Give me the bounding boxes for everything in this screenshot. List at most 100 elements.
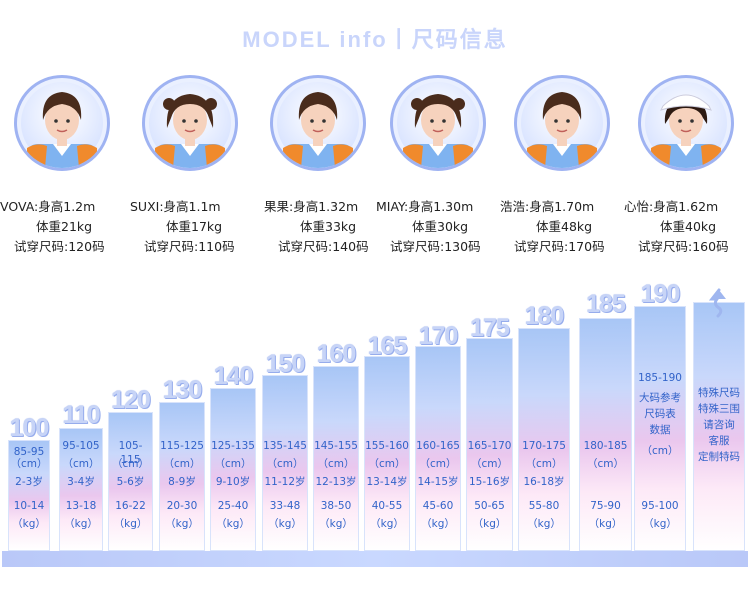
size-column: 95-105 （cm） 3-4岁 13-18 （kg） — [59, 428, 103, 551]
size-height-range: 160-165 — [416, 440, 460, 452]
size-height-unit: （cm） — [163, 458, 201, 470]
size-weight-range: 25-40 — [217, 500, 249, 512]
size-note-line: 请咨询 — [703, 419, 735, 431]
model-size: 试穿尺码:140码 — [278, 239, 369, 254]
size-weight-unit: （kg） — [12, 518, 46, 530]
size-label: 110 — [62, 401, 100, 429]
child-portrait-icon — [651, 94, 721, 168]
model-info: 果果:身高1.32m 体重33kg 试穿尺码:140码 — [264, 197, 389, 257]
size-weight-range: 40-55 — [371, 500, 403, 512]
size-weight-range: 16-22 — [115, 500, 146, 512]
size-height-unit: （cm） — [586, 458, 624, 470]
size-weight-unit: （kg） — [113, 518, 148, 530]
size-weight-range: 55-80 — [528, 500, 560, 512]
size-column: 180-185 （cm） 75-90 （kg） — [579, 318, 632, 551]
size-age: 8-9岁 — [168, 476, 196, 488]
model-weight: 体重30kg — [412, 219, 469, 234]
size-label: 190 — [640, 280, 681, 308]
size-age: 15-16岁 — [468, 476, 510, 488]
size-label: 180 — [524, 302, 565, 330]
model-size: 试穿尺码:170码 — [514, 239, 605, 254]
size-note-line: 特殊三围 — [698, 403, 740, 415]
size-height-unit: （cm） — [10, 458, 48, 470]
model-name-height: 心怡:身高1.62m — [624, 199, 719, 214]
size-weight-unit: （kg） — [472, 518, 507, 530]
page-title: MODEL info丨尺码信息 — [242, 27, 508, 52]
model-avatar — [390, 75, 486, 171]
size-column: 160-165 （cm） 14-15岁 45-60 （kg） — [415, 346, 461, 551]
size-age: 12-13岁 — [315, 476, 357, 488]
child-portrait-icon — [283, 92, 353, 168]
size-weight-range: 38-50 — [320, 500, 352, 512]
child-portrait-icon — [403, 94, 473, 168]
model-avatar — [14, 75, 110, 171]
size-height-unit: （cm） — [525, 458, 563, 470]
size-label: 100 — [9, 414, 50, 442]
size-label: 120 — [111, 386, 151, 414]
size-height-unit: （cm） — [368, 458, 406, 470]
model-weight: 体重48kg — [536, 219, 593, 234]
size-height-unit: （cm） — [317, 458, 355, 470]
up-arrow-icon — [708, 288, 729, 322]
size-age: 3-4岁 — [67, 476, 95, 488]
size-weight-unit: （kg） — [643, 518, 677, 530]
size-label: 175 — [470, 314, 510, 342]
model-list: VOVA:身高1.2m 体重21kg 试穿尺码:120码 SUXI:身高1.1m… — [0, 75, 750, 265]
size-height-range: 125-135 — [211, 440, 255, 452]
size-age: 16-18岁 — [523, 476, 565, 488]
size-age: 11-12岁 — [264, 476, 306, 488]
size-column: 125-135 （cm） 9-10岁 25-40 （kg） — [210, 388, 256, 551]
child-portrait-icon — [527, 92, 597, 168]
size-weight-range: 45-60 — [422, 500, 454, 512]
size-label: 165 — [367, 332, 408, 360]
size-height-unit: （cm） — [641, 445, 679, 457]
size-age: 5-6岁 — [116, 476, 145, 488]
size-weight-unit: （kg） — [64, 518, 98, 530]
size-column: 145-155 （cm） 12-13岁 38-50 （kg） — [313, 366, 359, 551]
model-name-height: 果果:身高1.32m — [264, 199, 359, 214]
size-weight-unit: （kg） — [370, 518, 404, 530]
model-info: MIAY:身高1.30m 体重30kg 试穿尺码:130码 — [376, 197, 501, 257]
size-height-range: 95-105 — [62, 440, 100, 452]
size-note-line: 客服 — [708, 435, 730, 447]
size-weight-range: 10-14 — [13, 500, 45, 512]
size-height-unit: （cm） — [111, 458, 149, 470]
size-height-unit: （cm） — [419, 458, 457, 470]
size-weight-range: 50-65 — [474, 500, 505, 512]
model-info: 浩浩:身高1.70m 体重48kg 试穿尺码:170码 — [500, 197, 625, 257]
size-age: 2-3岁 — [15, 476, 43, 488]
child-portrait-icon — [27, 92, 97, 168]
model-card: VOVA:身高1.2m 体重21kg 试穿尺码:120码 — [0, 75, 125, 265]
size-label: 140 — [213, 362, 254, 390]
model-info: SUXI:身高1.1m 体重17kg 试穿尺码:110码 — [130, 197, 255, 257]
size-weight-range: 75-90 — [590, 500, 621, 512]
model-card: 浩浩:身高1.70m 体重48kg 试穿尺码:170码 — [500, 75, 625, 265]
size-height-unit: （cm） — [266, 458, 304, 470]
model-card: 果果:身高1.32m 体重33kg 试穿尺码:140码 — [256, 75, 381, 265]
size-weight-unit: （kg） — [319, 518, 353, 530]
model-card: 心怡:身高1.62m 体重40kg 试穿尺码:160码 — [624, 75, 749, 265]
model-info: VOVA:身高1.2m 体重21kg 试穿尺码:120码 — [0, 197, 125, 257]
size-label: 160 — [316, 340, 357, 368]
size-column: 105-115 （cm） 5-6岁 16-22 （kg） — [108, 412, 153, 551]
size-column: 170-175 （cm） 16-18岁 55-80 （kg） — [518, 328, 570, 551]
size-note-line: 数据 — [649, 424, 671, 436]
model-weight: 体重17kg — [166, 219, 223, 234]
size-height-range: 105-115 — [118, 440, 143, 466]
size-column: 155-160 （cm） 13-14岁 40-55 （kg） — [364, 356, 410, 551]
model-info: 心怡:身高1.62m 体重40kg 试穿尺码:160码 — [624, 197, 749, 257]
size-column: 165-170 （cm） 15-16岁 50-65 （kg） — [466, 338, 513, 551]
size-height-range: 135-145 — [263, 440, 307, 452]
size-label: 130 — [162, 376, 203, 404]
size-column: 135-145 （cm） 11-12岁 33-48 （kg） — [262, 375, 308, 551]
model-avatar — [638, 75, 734, 171]
size-height-range: 165-170 — [467, 440, 512, 452]
size-column: 特殊尺码 特殊三围 请咨询 客服 定制特码 — [693, 302, 745, 551]
size-height-range: 85-95 — [13, 446, 45, 458]
size-height-range: 185-190 — [638, 372, 682, 384]
size-weight-unit: （kg） — [165, 518, 199, 530]
size-height-unit: （cm） — [470, 458, 508, 470]
size-label: 185 — [586, 290, 626, 318]
model-size: 试穿尺码:130码 — [390, 239, 481, 254]
size-chart: 85-95 （cm） 2-3岁 10-14 （kg） 100 95-105 （cm） 3-4岁 1… — [0, 280, 750, 610]
